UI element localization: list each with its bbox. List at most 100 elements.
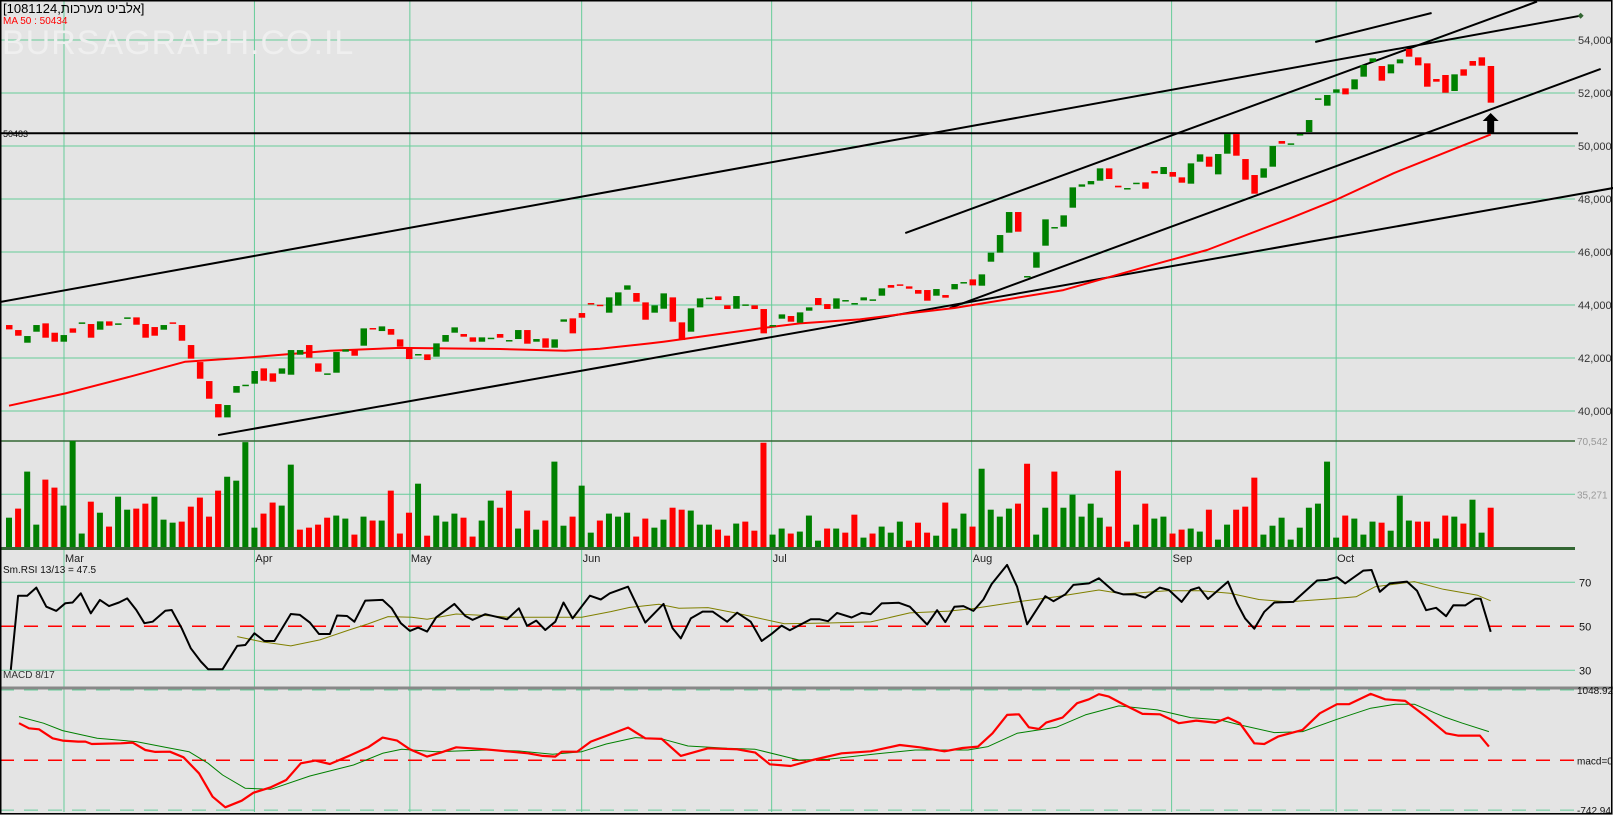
candle-up bbox=[796, 312, 804, 323]
candle-up bbox=[224, 405, 231, 418]
candle-up bbox=[851, 303, 858, 305]
candle-down bbox=[942, 295, 949, 298]
candle-down bbox=[1251, 175, 1258, 194]
volume-bar bbox=[1060, 507, 1067, 548]
candle-down bbox=[187, 345, 195, 359]
candle-down bbox=[151, 327, 158, 336]
candle-down bbox=[1169, 172, 1177, 177]
candle-down bbox=[1405, 49, 1413, 57]
volume-bar bbox=[578, 485, 585, 548]
volume-bar bbox=[42, 479, 49, 548]
volume-bar bbox=[369, 520, 376, 548]
candle-up bbox=[233, 386, 240, 393]
candle-down bbox=[1105, 168, 1113, 180]
volume-tick-label: 35,271 bbox=[1577, 490, 1608, 501]
volume-bar bbox=[1433, 538, 1440, 548]
volume-bar bbox=[633, 536, 640, 548]
volume-bar bbox=[1287, 539, 1294, 548]
candle-down bbox=[315, 363, 322, 372]
volume-bar bbox=[1478, 532, 1485, 548]
volume-bar bbox=[396, 533, 403, 548]
candle-up bbox=[1396, 59, 1404, 64]
candle-up bbox=[1078, 184, 1086, 187]
volume-bar bbox=[333, 515, 340, 548]
volume-bar bbox=[305, 527, 312, 548]
candle-up bbox=[978, 274, 986, 286]
candle-up bbox=[687, 308, 695, 332]
candle-up bbox=[1224, 134, 1231, 154]
candle-up bbox=[624, 285, 631, 290]
candle-up bbox=[987, 252, 995, 262]
candle-down bbox=[896, 284, 904, 286]
candle-up bbox=[733, 296, 740, 309]
volume-bar bbox=[860, 537, 867, 548]
candle-down bbox=[1487, 65, 1495, 103]
volume-bar bbox=[424, 535, 431, 548]
candle-down bbox=[1142, 182, 1149, 189]
volume-bar bbox=[60, 505, 67, 548]
candle-up bbox=[287, 350, 295, 375]
volume-bar bbox=[687, 510, 694, 548]
volume-bar bbox=[1387, 530, 1394, 548]
volume-bar bbox=[387, 490, 394, 548]
candle-up bbox=[1033, 252, 1040, 268]
candle-down bbox=[751, 305, 758, 310]
volume-bar bbox=[433, 515, 440, 548]
up-arrow-icon bbox=[1482, 113, 1499, 134]
volume-bar bbox=[33, 524, 40, 548]
volume-bar bbox=[242, 442, 249, 548]
candle-down bbox=[1469, 61, 1476, 66]
volume-bar bbox=[460, 517, 467, 548]
candle-down bbox=[196, 362, 204, 379]
volume-bar bbox=[996, 516, 1003, 548]
candle-down bbox=[205, 381, 213, 399]
volume-bar bbox=[1114, 470, 1121, 548]
candle-up bbox=[805, 307, 813, 311]
trendline bbox=[0, 14, 1581, 304]
volume-bar bbox=[978, 468, 985, 548]
price-tick-label: 50,000 bbox=[1578, 141, 1612, 153]
volume-bar bbox=[87, 501, 94, 548]
candle-up bbox=[1196, 154, 1204, 162]
candle-down bbox=[924, 290, 931, 301]
candle-down bbox=[142, 324, 149, 338]
candle-up bbox=[869, 299, 877, 301]
volume-bar bbox=[51, 487, 58, 548]
volume-bar bbox=[624, 512, 631, 548]
volume-bar bbox=[6, 517, 12, 548]
volume-bar bbox=[96, 512, 103, 548]
volume-bar bbox=[415, 483, 422, 548]
candle-down bbox=[405, 347, 413, 360]
candle-down bbox=[915, 290, 922, 294]
candle-down bbox=[1460, 69, 1467, 76]
candle-down bbox=[369, 328, 377, 330]
volume-bar bbox=[1124, 541, 1131, 548]
candle-down bbox=[578, 313, 586, 318]
volume-bar bbox=[1151, 518, 1158, 548]
volume-bar bbox=[515, 528, 522, 548]
volume-bar bbox=[942, 502, 949, 548]
volume-bar bbox=[160, 519, 167, 548]
volume-bar bbox=[751, 530, 758, 548]
volume-bar bbox=[405, 512, 412, 548]
candle-up bbox=[242, 384, 249, 387]
volume-bar bbox=[487, 500, 494, 548]
candle-up bbox=[1187, 163, 1195, 184]
volume-bar bbox=[596, 520, 603, 548]
candle-up bbox=[333, 352, 340, 373]
candle-up bbox=[33, 325, 40, 332]
volume-bar bbox=[1014, 503, 1021, 548]
candle-up bbox=[296, 350, 304, 355]
candle-up bbox=[324, 373, 331, 375]
volume-bar bbox=[1096, 517, 1103, 548]
volume-bar bbox=[1196, 531, 1203, 548]
volume-bar bbox=[905, 540, 912, 548]
volume-bar bbox=[1033, 534, 1040, 548]
volume-bar bbox=[187, 506, 194, 548]
trendline-end-marker-icon bbox=[1577, 12, 1584, 19]
ma50-line bbox=[8, 133, 1492, 407]
candle-down bbox=[169, 322, 177, 324]
volume-bar bbox=[1142, 503, 1149, 548]
price-tick-label: 42,000 bbox=[1578, 353, 1612, 365]
